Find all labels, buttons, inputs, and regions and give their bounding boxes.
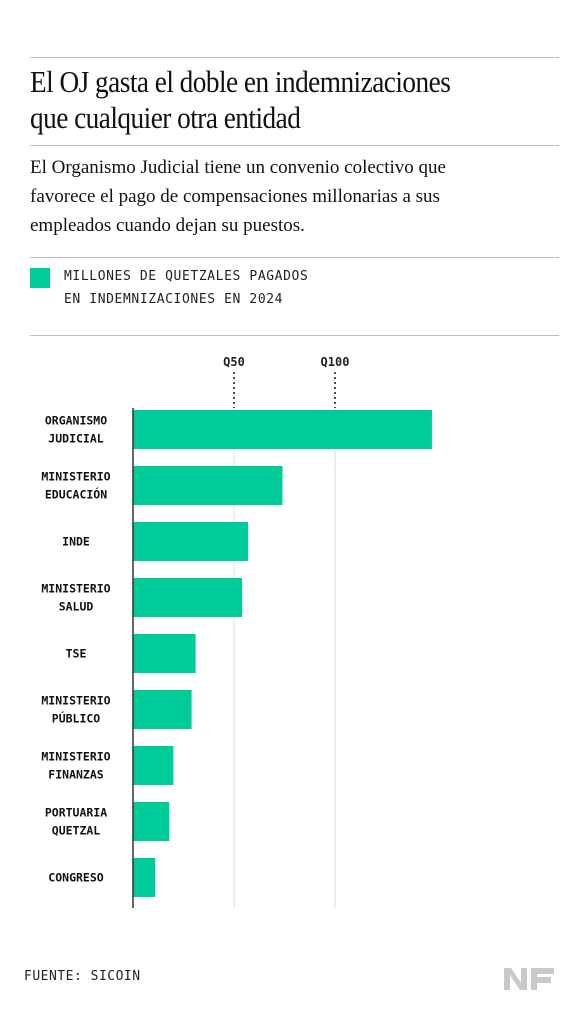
bar-1 xyxy=(133,466,283,505)
category-label-0-1: JUDICIAL xyxy=(48,432,103,446)
chart-title: El OJ gasta el doble en indemnizaciones … xyxy=(30,64,558,136)
category-label-4-0: TSE xyxy=(66,647,87,661)
subtitle-rule xyxy=(30,257,559,258)
category-label-1-1: EDUCACIÓN xyxy=(45,487,107,502)
bar-4 xyxy=(133,634,196,673)
category-label-7-0: PORTUARIA xyxy=(45,806,107,820)
category-label-2-0: INDE xyxy=(62,535,90,549)
subtitle-line-1: El Organismo Judicial tiene un convenio … xyxy=(30,157,446,178)
category-label-1-0: MINISTERIO xyxy=(41,470,110,484)
title-rule xyxy=(30,145,559,146)
category-label-5-0: MINISTERIO xyxy=(41,694,110,708)
bar-3 xyxy=(133,578,243,617)
bar-7 xyxy=(133,802,170,841)
subtitle-line-3: empleados cuando dejan su puestos. xyxy=(30,215,305,236)
category-label-8-0: CONGRESO xyxy=(48,871,103,885)
legend-line-2: EN INDEMNIZACIONES EN 2024 xyxy=(64,292,284,307)
nf-logo-icon xyxy=(504,968,554,990)
source-note: FUENTE: SICOIN xyxy=(24,969,141,984)
category-label-6-1: FINANZAS xyxy=(48,768,103,782)
title-line-2: que cualquier otra entidad xyxy=(30,100,301,135)
category-label-3-0: MINISTERIO xyxy=(41,582,110,596)
category-label-0-0: ORGANISMO xyxy=(45,414,107,428)
chart-subtitle: El Organismo Judicial tiene un convenio … xyxy=(30,153,550,240)
top-rule xyxy=(30,57,559,58)
subtitle-line-2: favorece el pago de compensaciones millo… xyxy=(30,186,440,207)
bar-6 xyxy=(133,746,174,785)
bar-0 xyxy=(133,410,432,449)
legend-label: MILLONES DE QUETZALES PAGADOS EN INDEMNI… xyxy=(64,265,544,311)
legend-rule xyxy=(30,335,559,336)
bar-8 xyxy=(133,858,156,897)
tick-label-q50: Q50 xyxy=(223,355,245,369)
category-label-7-1: QUETZAL xyxy=(52,824,101,838)
legend-swatch xyxy=(30,268,50,288)
bar-chart: Q50 Q100 ORGANISMO JUDICIAL MINISTERIO EDUCAC… xyxy=(41,355,432,908)
legend-line-1: MILLONES DE QUETZALES PAGADOS xyxy=(64,269,309,284)
title-line-1: El OJ gasta el doble en indemnizaciones xyxy=(30,64,451,99)
category-label-5-1: PÚBLICO xyxy=(52,711,101,726)
category-label-6-0: MINISTERIO xyxy=(41,750,110,764)
bar-5 xyxy=(133,690,192,729)
bar-2 xyxy=(133,522,249,561)
tick-label-q100: Q100 xyxy=(321,355,350,369)
category-label-3-1: SALUD xyxy=(59,600,94,614)
